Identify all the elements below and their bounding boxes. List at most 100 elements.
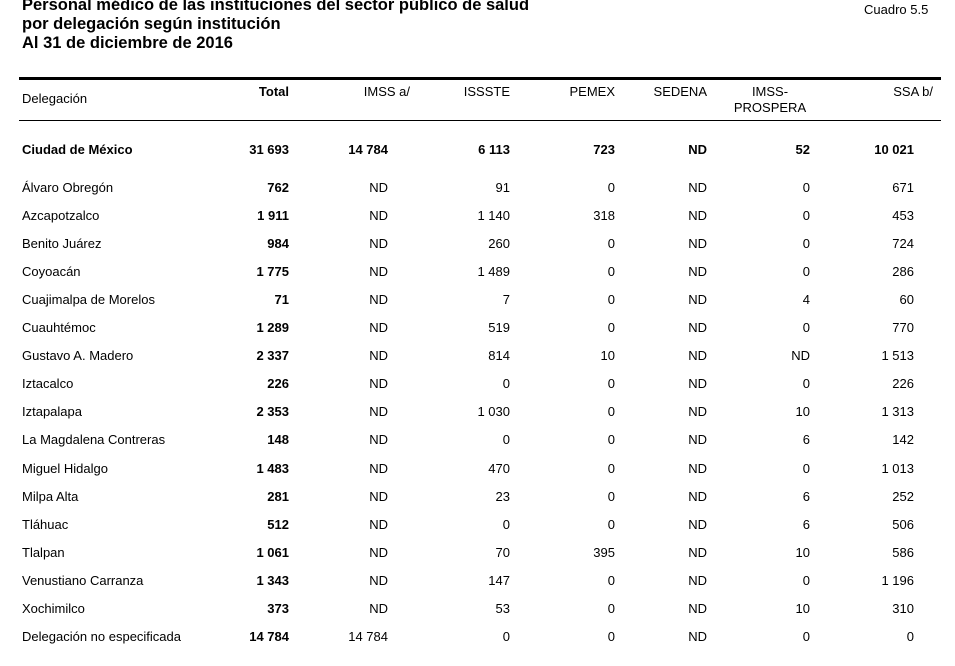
cell-issste: 91: [495, 180, 510, 195]
cell-delegacion: Coyoacán: [22, 264, 81, 280]
table-row: Gustavo A. Madero 2 337 ND 814 10 ND ND 1 513: [0, 348, 955, 368]
cuadro-label: Cuadro 5.5: [864, 2, 929, 17]
cell-imss: ND: [369, 516, 388, 532]
cell-pemex: 0: [607, 404, 615, 420]
cell-delegacion: Venustiano Carranza: [22, 572, 144, 588]
cell-pemex: 318: [593, 208, 615, 224]
header-imss-prospera-line1: IMSS-: [751, 84, 789, 99]
cell-issste: 1 140: [477, 208, 510, 224]
title-line-1: Personal médico de las instituciones del…: [22, 0, 530, 14]
cell-imss: ND: [369, 544, 388, 560]
cell-delegacion: Gustavo A. Madero: [22, 348, 134, 364]
cell-imss: ND: [369, 432, 388, 448]
cell-imss: ND: [369, 572, 388, 588]
cell-pemex: 0: [607, 180, 615, 195]
cell-imss: ND: [369, 236, 388, 252]
cell-total: 984: [267, 236, 289, 252]
cell-imss-prospera: 0: [802, 180, 810, 195]
cell-sedena: ND: [688, 376, 707, 392]
cell-delegacion: Xochimilco: [22, 600, 85, 616]
cell-delegacion: Iztacalco: [22, 376, 74, 392]
cell-total: 14 784: [249, 628, 289, 644]
cell-issste: 0: [502, 516, 510, 532]
cell-imss-prospera: 0: [802, 320, 810, 336]
cell-total: 1 343: [256, 572, 289, 588]
cell-issste: 1 489: [477, 264, 510, 280]
cell-ssa: 453: [892, 208, 914, 224]
cell-total: 1 775: [256, 264, 289, 280]
cell-delegacion: Iztapalapa: [22, 404, 82, 420]
cell-total: 1 483: [256, 460, 289, 476]
cell-imss-prospera: 0: [802, 460, 810, 476]
cell-pemex: 0: [607, 376, 615, 392]
cell-issste: 519: [488, 320, 510, 336]
cell-imss: ND: [369, 404, 388, 420]
cell-delegacion: Cuauhtémoc: [22, 320, 96, 336]
cell-imss-prospera: 4: [802, 292, 810, 308]
cell-issste: 814: [488, 348, 510, 364]
cell-imss-prospera: 52: [795, 142, 810, 157]
cell-imss-prospera: ND: [791, 348, 810, 364]
cell-issste: 0: [502, 628, 510, 644]
table-row: Benito Juárez 984 ND 260 0 ND 0 724: [0, 236, 955, 256]
cell-imss: ND: [369, 320, 388, 336]
cell-pemex: 0: [607, 600, 615, 616]
table-row: Xochimilco 373 ND 53 0 ND 10 310: [0, 601, 955, 621]
cell-issste: 53: [495, 600, 510, 616]
cell-imss: ND: [369, 600, 388, 616]
table-row-total: Ciudad de México 31 693 14 784 6 113 723 ND 52…: [0, 142, 955, 162]
cell-sedena: ND: [688, 404, 707, 420]
table-row: La Magdalena Contreras 148 ND 0 0 ND 6 142: [0, 432, 955, 452]
cell-issste: 23: [495, 488, 510, 504]
cell-imss: ND: [369, 208, 388, 224]
header-total: Total: [258, 84, 289, 99]
title-line-3: Al 31 de diciembre de 2016: [22, 34, 233, 52]
cell-total: 1 911: [257, 208, 289, 224]
cell-ssa: 1 013: [881, 460, 914, 476]
table-row: Venustiano Carranza 1 343 ND 147 0 ND 0 1 196: [0, 573, 955, 593]
cell-sedena: ND: [688, 488, 707, 504]
cell-imss: ND: [369, 292, 388, 308]
cell-sedena: ND: [688, 628, 707, 644]
cell-sedena: ND: [688, 320, 707, 336]
header-imss-prospera-line2: PROSPERA: [733, 100, 807, 115]
cell-imss-prospera: 10: [795, 404, 810, 420]
cell-sedena: ND: [688, 208, 707, 224]
cell-imss: ND: [369, 460, 388, 476]
cell-sedena: ND: [688, 292, 707, 308]
cell-pemex: 0: [607, 432, 615, 448]
cell-sedena: ND: [688, 544, 707, 560]
cell-sedena: ND: [688, 460, 707, 476]
cell-delegacion: Benito Juárez: [22, 236, 102, 252]
cell-ssa: 286: [892, 264, 914, 280]
cell-total: 512: [267, 516, 289, 532]
cell-imss-prospera: 10: [795, 544, 810, 560]
cell-issste: 1 030: [477, 404, 510, 420]
cell-issste: 147: [488, 572, 510, 588]
cell-pemex: 0: [607, 460, 615, 476]
cell-imss-prospera: 10: [795, 600, 810, 616]
cell-imss-prospera: 0: [802, 572, 810, 588]
cell-total: 373: [267, 600, 289, 616]
cell-ssa: 1 513: [881, 348, 914, 364]
cell-imss-prospera: 0: [802, 628, 810, 644]
header-imss-prospera: IMSS- PROSPERA: [730, 84, 810, 116]
cell-total: 31 693: [249, 142, 289, 157]
cell-ssa: 10 021: [874, 142, 914, 157]
cell-ssa: 1 196: [881, 572, 914, 588]
header-pemex: PEMEX: [569, 84, 615, 99]
cell-ssa: 724: [892, 236, 914, 252]
cell-ssa: 142: [892, 432, 914, 448]
cell-pemex: 0: [607, 320, 615, 336]
cell-issste: 0: [502, 376, 510, 392]
cell-ssa: 0: [906, 628, 914, 644]
table-title: Personal médico de las instituciones del…: [22, 0, 529, 53]
cell-sedena: ND: [688, 236, 707, 252]
cell-sedena: ND: [688, 142, 707, 157]
table-row: Iztapalapa 2 353 ND 1 030 0 ND 10 1 313: [0, 404, 955, 424]
cell-sedena: ND: [688, 516, 707, 532]
cell-issste: 260: [488, 236, 510, 252]
header-imss: IMSS a/: [363, 84, 410, 99]
cell-issste: 70: [495, 544, 510, 560]
cell-delegacion: Álvaro Obregón: [22, 180, 114, 195]
